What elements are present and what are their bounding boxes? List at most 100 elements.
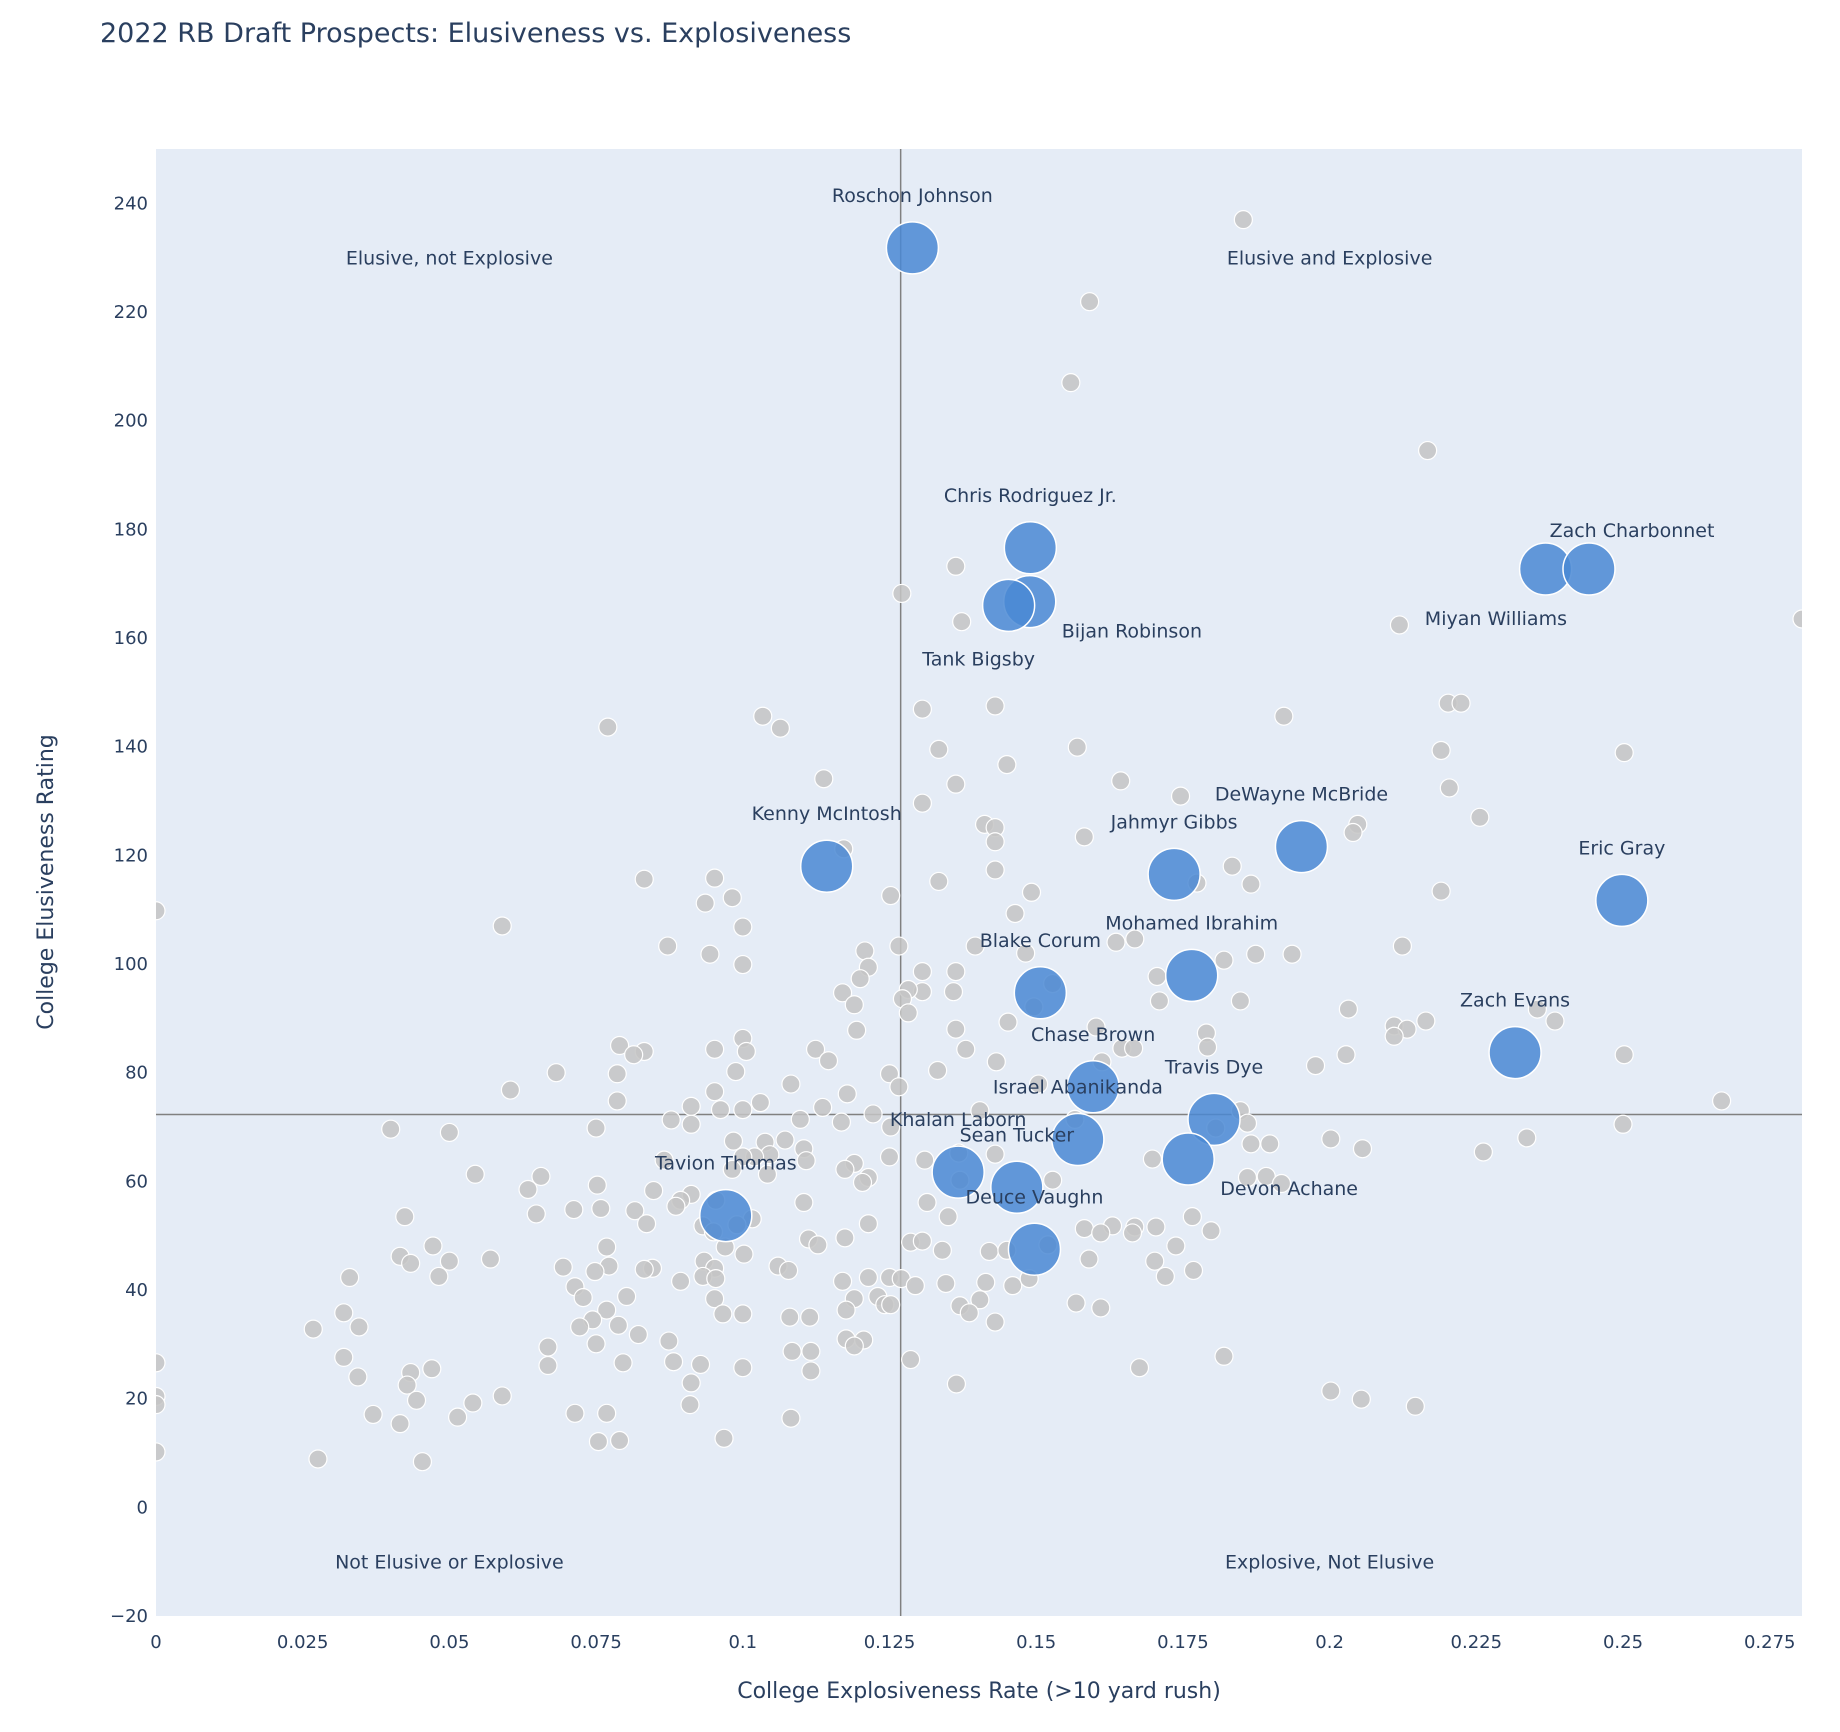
other-prospect-point	[714, 1428, 734, 1448]
other-prospect-point	[1074, 1219, 1094, 1239]
highlighted-prospect-point	[981, 578, 1036, 633]
other-prospect-point	[879, 1064, 900, 1084]
other-prospect-point	[722, 888, 742, 908]
other-prospect-point	[625, 1201, 645, 1221]
other-prospect-point	[565, 1403, 585, 1423]
other-prospect-point	[609, 1430, 630, 1451]
y-tick-label: 160	[114, 628, 148, 649]
other-prospect-point	[1274, 706, 1294, 726]
other-prospect-point	[1527, 999, 1547, 1019]
other-prospect-point	[1155, 1266, 1175, 1287]
other-prospect-point	[607, 1091, 627, 1111]
highlighted-prospect-point	[1595, 873, 1649, 928]
other-prospect-point	[681, 1373, 701, 1393]
x-tick-label: 0.25	[1603, 1632, 1643, 1653]
other-prospect-point	[334, 1347, 354, 1367]
x-tick-label: 0.175	[1157, 1632, 1209, 1653]
other-prospect-point	[901, 1349, 921, 1370]
other-prospect-point	[1451, 693, 1471, 713]
prospect-label: Zach Evans	[1460, 990, 1570, 1012]
highlighted-prospect-point	[1161, 1132, 1215, 1186]
y-tick-label: 140	[114, 737, 148, 758]
other-prospect-point	[500, 1080, 521, 1100]
other-prospect-point	[889, 936, 909, 956]
other-prospect-point	[781, 1074, 801, 1094]
other-prospect-point	[813, 1097, 833, 1118]
other-prospect-point	[397, 1375, 417, 1395]
prospect-label: Khalan Laborn	[890, 1109, 1027, 1131]
other-prospect-point	[1080, 292, 1100, 312]
x-tick-label: 0.225	[1451, 1632, 1503, 1653]
other-prospect-point	[705, 868, 725, 888]
other-prospect-point	[1416, 1011, 1436, 1031]
y-tick-label: 40	[125, 1280, 148, 1301]
other-prospect-point	[538, 1355, 558, 1376]
other-prospect-point	[956, 1039, 976, 1059]
other-prospect-point	[733, 1358, 753, 1378]
other-prospect-point	[1166, 1236, 1186, 1256]
highlighted-prospect-point	[1164, 948, 1219, 1003]
other-prospect-point	[1061, 373, 1081, 393]
other-prospect-point	[917, 1192, 937, 1213]
other-prospect-point	[573, 1288, 593, 1308]
prospect-label: Miyan Williams	[1425, 608, 1567, 630]
other-prospect-point	[733, 1147, 753, 1167]
other-prospect-point	[775, 1130, 795, 1150]
other-prospect-point	[770, 718, 790, 738]
other-prospect-point	[734, 1244, 754, 1264]
other-prospect-point	[1614, 1045, 1634, 1065]
other-prospect-point	[705, 1289, 725, 1309]
other-prospect-point	[363, 1404, 383, 1425]
other-prospect-point	[858, 1214, 878, 1234]
y-axis-title: College Elusiveness Rating	[34, 734, 59, 1030]
other-prospect-point	[585, 1261, 605, 1282]
x-tick-label: 0.05	[429, 1632, 469, 1653]
other-prospect-point	[837, 1084, 857, 1104]
other-prospect-point	[863, 1104, 883, 1124]
other-prospect-point	[401, 1253, 421, 1273]
other-prospect-point	[946, 556, 966, 576]
other-prospect-point	[881, 1295, 901, 1315]
other-prospect-point	[959, 1303, 979, 1323]
prospect-label: Chase Brown	[1031, 1024, 1155, 1046]
other-prospect-point	[492, 916, 512, 936]
other-prospect-point	[1321, 1129, 1341, 1149]
other-prospect-point	[778, 1260, 799, 1281]
other-prospect-point	[1016, 943, 1036, 963]
highlighted-prospect-point	[1274, 819, 1329, 874]
y-tick-label: 0	[137, 1497, 148, 1518]
highlighted-prospect-point	[799, 839, 854, 893]
other-prospect-point	[448, 1407, 468, 1427]
other-prospect-point	[946, 1019, 966, 1039]
other-prospect-point	[889, 1077, 909, 1097]
other-prospect-point	[801, 1361, 821, 1381]
other-prospect-point	[844, 1336, 864, 1356]
other-prospect-point	[1338, 999, 1358, 1019]
other-prospect-point	[726, 1061, 746, 1082]
other-prospect-point	[340, 1267, 360, 1288]
other-prospect-point	[1392, 936, 1412, 956]
other-prospect-point	[1086, 1017, 1106, 1037]
other-prospect-point	[855, 941, 875, 961]
other-prospect-point	[780, 1307, 800, 1327]
y-tick-label: 60	[125, 1171, 148, 1192]
y-tick-label: 220	[114, 302, 148, 323]
other-prospect-point	[1389, 615, 1410, 635]
x-tick-label: 0.075	[570, 1632, 622, 1653]
prospect-label: Bijan Robinson	[1062, 621, 1202, 643]
other-prospect-point	[757, 1164, 778, 1184]
other-prospect-point	[586, 1334, 606, 1354]
other-prospect-point	[915, 1150, 935, 1170]
other-prospect-point	[465, 1164, 485, 1184]
other-prospect-point	[156, 1442, 166, 1462]
other-prospect-point	[796, 1151, 816, 1171]
prospect-label: Eric Gray	[1578, 837, 1665, 859]
other-prospect-point	[881, 885, 901, 906]
other-prospect-point	[847, 1020, 867, 1040]
other-prospect-point	[928, 1060, 948, 1081]
highlighted-prospect-point	[1187, 1092, 1241, 1147]
other-prospect-point	[1237, 1167, 1258, 1188]
other-prospect-point	[1170, 786, 1191, 806]
other-prospect-point	[835, 1159, 855, 1179]
other-prospect-point	[733, 917, 753, 937]
